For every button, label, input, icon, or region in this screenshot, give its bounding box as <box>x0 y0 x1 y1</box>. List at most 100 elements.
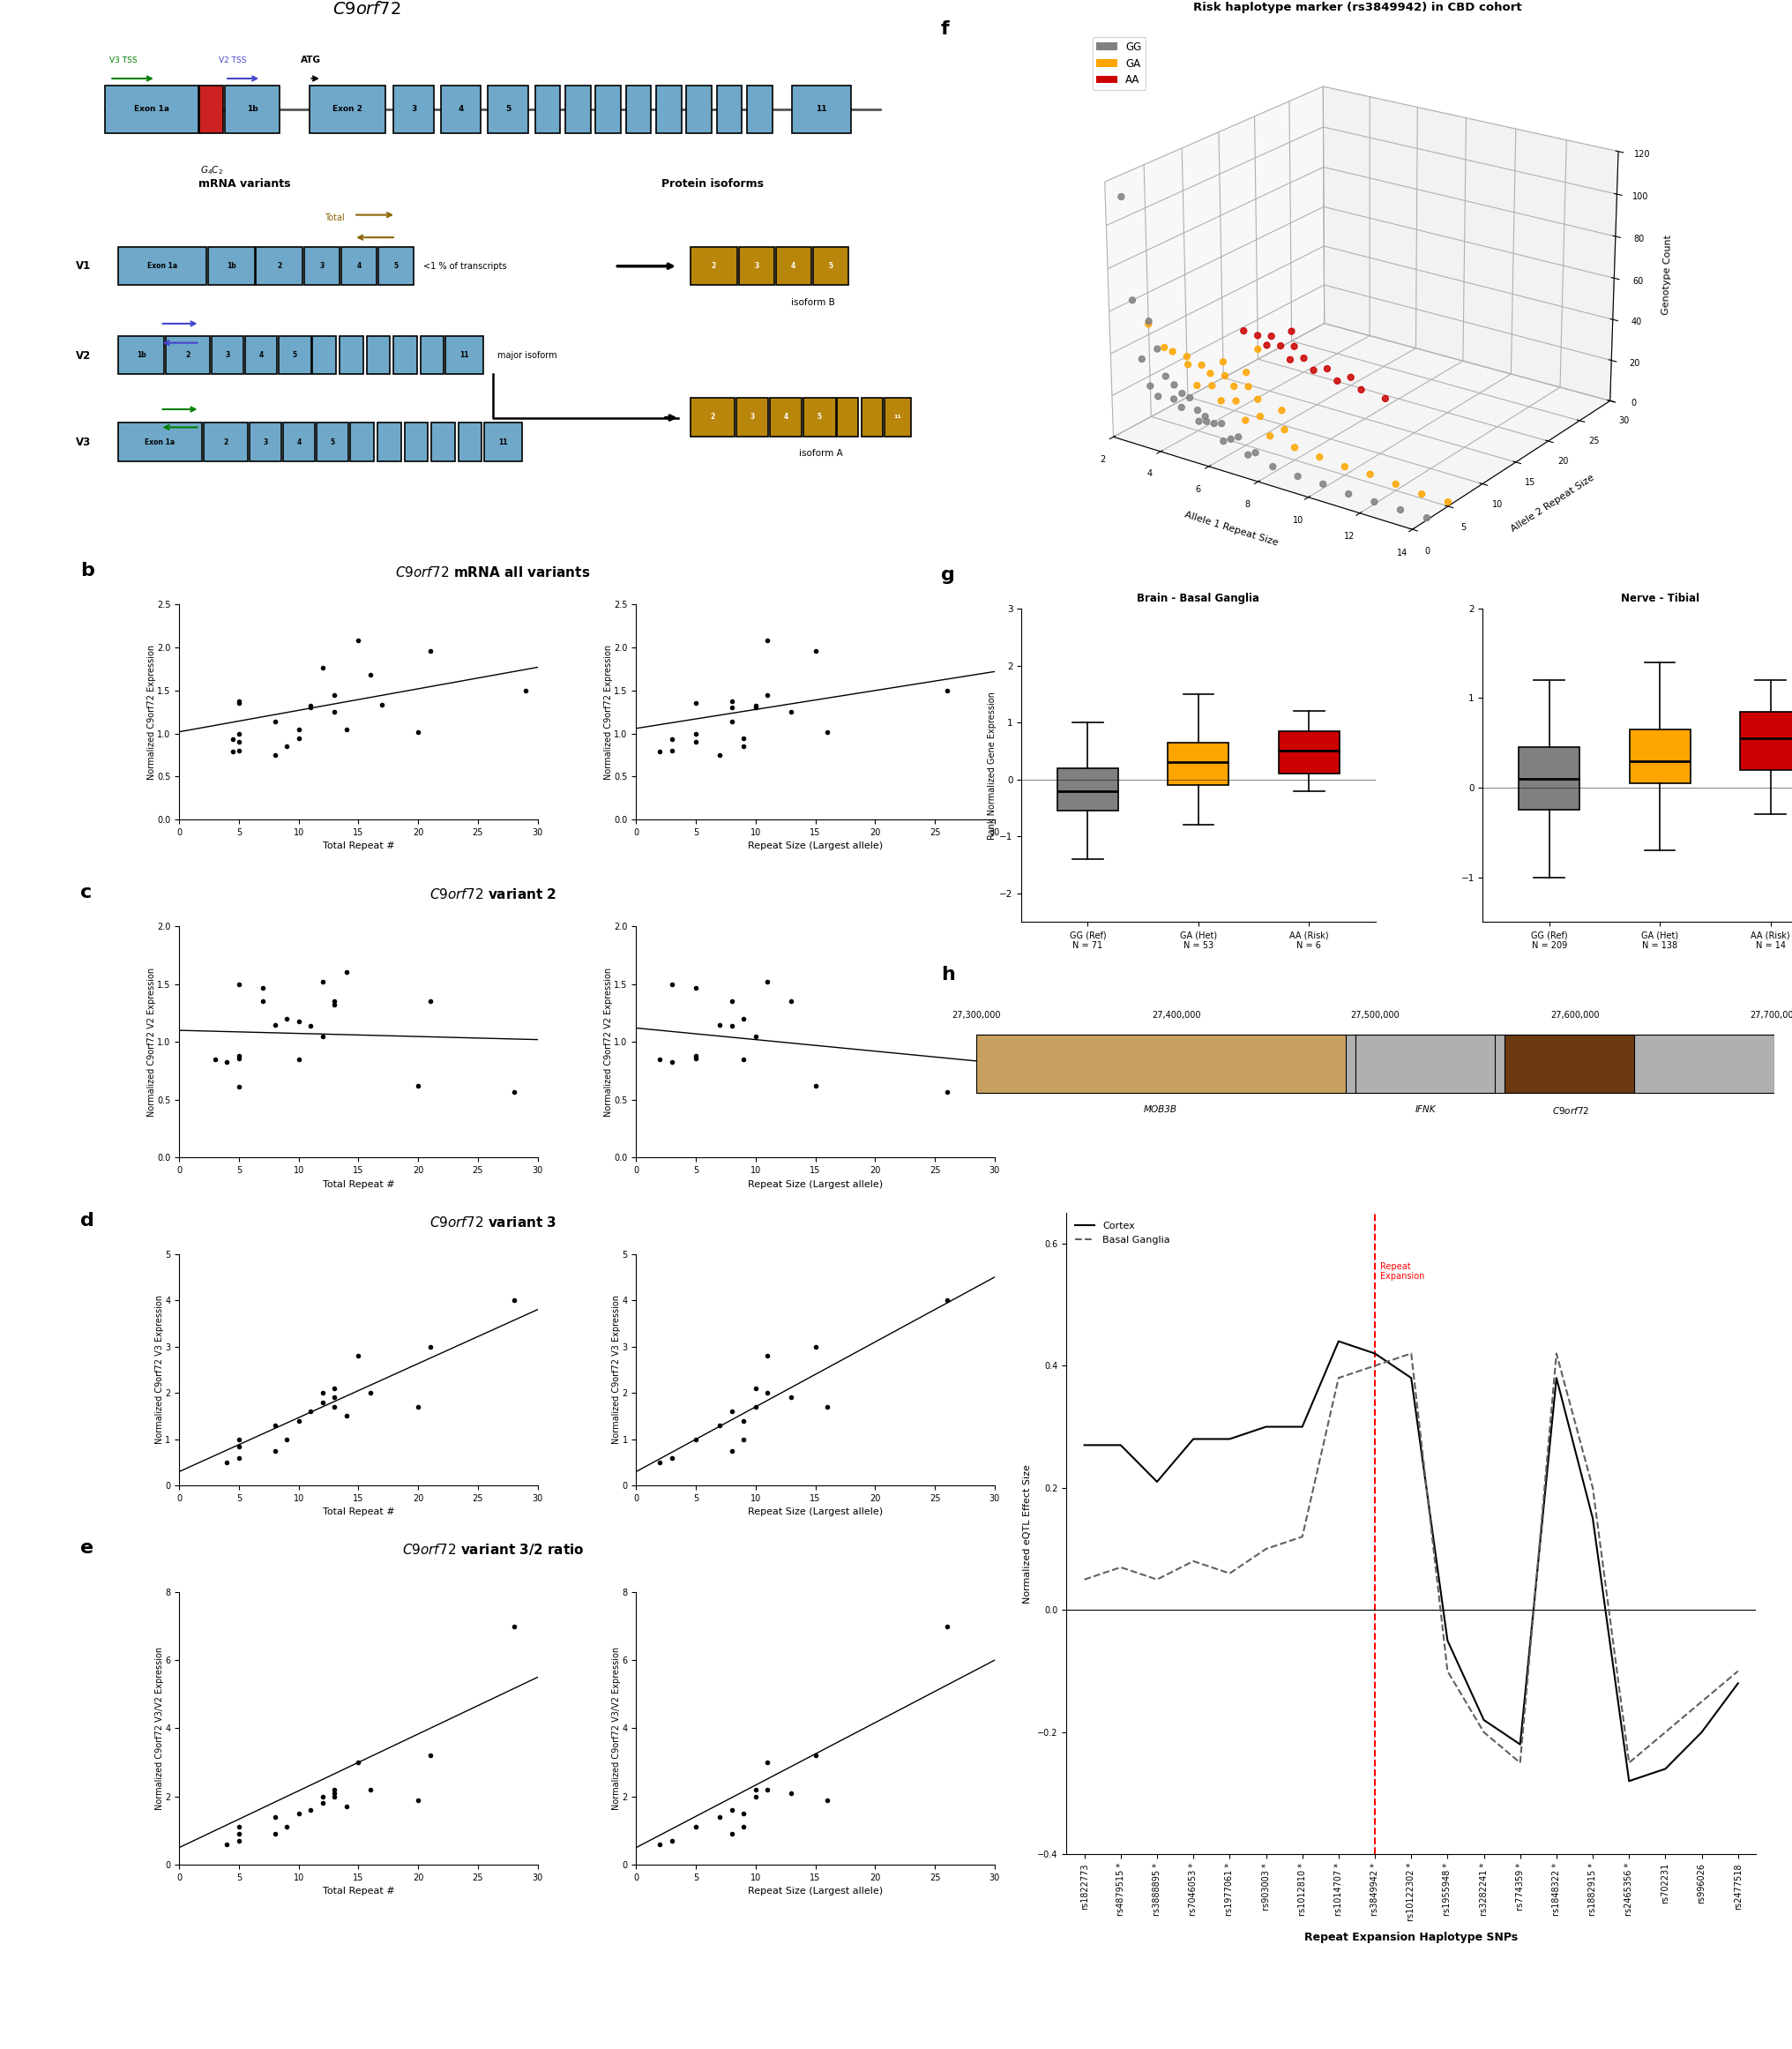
Basal Ganglia <box>1364 1354 1385 1379</box>
Y-axis label: Normalized C9orf72 V2 Expression: Normalized C9orf72 V2 Expression <box>604 967 613 1117</box>
Point <box>681 686 710 719</box>
Bar <box>792 86 851 133</box>
Bar <box>977 1035 1346 1092</box>
Text: c: c <box>81 883 93 902</box>
Cortex <box>1654 1756 1676 1781</box>
Text: MOB3B: MOB3B <box>1143 1104 1177 1115</box>
Point <box>321 1776 349 1809</box>
X-axis label: Total Repeat #: Total Repeat # <box>323 842 394 850</box>
Point <box>260 705 289 738</box>
Point <box>753 678 781 711</box>
Cortex <box>1692 1719 1713 1744</box>
Point <box>285 1004 314 1037</box>
Point <box>332 957 360 990</box>
Point <box>224 1041 253 1074</box>
Cortex <box>1364 1342 1385 1367</box>
Bar <box>249 422 281 461</box>
Point <box>681 971 710 1004</box>
Point <box>403 1783 432 1815</box>
Point <box>224 717 253 750</box>
Point <box>272 1002 301 1035</box>
Y-axis label: Normalized C9orf72 V3 Expression: Normalized C9orf72 V3 Expression <box>613 1295 620 1445</box>
Point <box>272 1811 301 1844</box>
Point <box>213 1045 242 1078</box>
Text: 2: 2 <box>710 414 715 422</box>
Text: V2 TSS: V2 TSS <box>219 57 247 64</box>
X-axis label: Total Repeat #: Total Repeat # <box>323 1180 394 1188</box>
Point <box>778 986 806 1018</box>
Text: V2: V2 <box>75 350 91 361</box>
Basal Ganglia <box>1400 1342 1421 1367</box>
Point <box>681 725 710 758</box>
Text: 27,400,000: 27,400,000 <box>1152 1010 1201 1020</box>
Bar <box>837 398 858 436</box>
X-axis label: Repeat Size (Largest allele): Repeat Size (Largest allele) <box>747 1180 883 1188</box>
Line: Cortex: Cortex <box>1084 1342 1738 1781</box>
Bar <box>208 248 254 285</box>
Text: 3: 3 <box>749 414 754 422</box>
Text: Exon 1a: Exon 1a <box>145 438 176 447</box>
Point <box>219 736 247 768</box>
Y-axis label: Normalized C9orf72 V3/V2 Expression: Normalized C9orf72 V3/V2 Expression <box>613 1647 620 1809</box>
Bar <box>256 248 303 285</box>
Point <box>224 967 253 1000</box>
Point <box>321 1781 349 1813</box>
Point <box>753 1377 781 1410</box>
Basal Ganglia <box>1147 1567 1168 1592</box>
Point <box>753 625 781 658</box>
Basal Ganglia <box>1727 1660 1749 1684</box>
Point <box>260 1801 289 1834</box>
Cortex <box>1183 1426 1204 1451</box>
Bar <box>862 398 883 436</box>
Point <box>717 1434 745 1467</box>
Bar <box>405 422 428 461</box>
Text: Protein isoforms: Protein isoforms <box>661 178 763 189</box>
Text: 5: 5 <box>828 262 833 270</box>
Point <box>321 678 349 711</box>
Cortex <box>1292 1414 1314 1438</box>
Point <box>717 1793 745 1826</box>
Text: 11: 11 <box>815 104 826 113</box>
Point <box>717 986 745 1018</box>
Point <box>224 1440 253 1473</box>
Bar <box>459 422 482 461</box>
Point <box>249 986 278 1018</box>
Point <box>729 721 758 754</box>
Text: e: e <box>81 1539 93 1557</box>
PathPatch shape <box>1520 748 1581 809</box>
Point <box>932 1076 961 1109</box>
Bar <box>339 336 364 375</box>
X-axis label: Allele 1 Repeat Size: Allele 1 Repeat Size <box>1183 510 1279 547</box>
Bar <box>118 336 165 375</box>
Y-axis label: Normalized C9orf72 V3/V2 Expression: Normalized C9orf72 V3/V2 Expression <box>156 1647 163 1809</box>
Point <box>321 1391 349 1424</box>
Point <box>729 1797 758 1830</box>
Point <box>717 1010 745 1043</box>
Bar <box>814 248 848 285</box>
Bar <box>167 336 210 375</box>
Bar <box>771 398 801 436</box>
Cortex <box>1219 1426 1240 1451</box>
X-axis label: Total Repeat #: Total Repeat # <box>323 1508 394 1516</box>
Point <box>224 734 253 766</box>
Point <box>272 729 301 762</box>
Point <box>321 1772 349 1805</box>
Cortex <box>1328 1330 1349 1354</box>
X-axis label: Repeat Size (Largest allele): Repeat Size (Largest allele) <box>747 842 883 850</box>
Y-axis label: Rank Normalized Gene Expression: Rank Normalized Gene Expression <box>987 691 996 840</box>
Cortex <box>1109 1432 1131 1457</box>
Bar <box>118 248 206 285</box>
Text: 27,300,000: 27,300,000 <box>952 1010 1002 1020</box>
Point <box>729 1404 758 1436</box>
Bar <box>487 86 529 133</box>
Bar <box>625 86 650 133</box>
Point <box>224 1811 253 1844</box>
Cortex <box>1509 1731 1530 1756</box>
Point <box>260 738 289 770</box>
Point <box>224 1430 253 1463</box>
Point <box>224 1817 253 1850</box>
Point <box>706 1801 735 1834</box>
Point <box>308 1385 337 1418</box>
Point <box>308 652 337 684</box>
Point <box>658 1824 686 1856</box>
